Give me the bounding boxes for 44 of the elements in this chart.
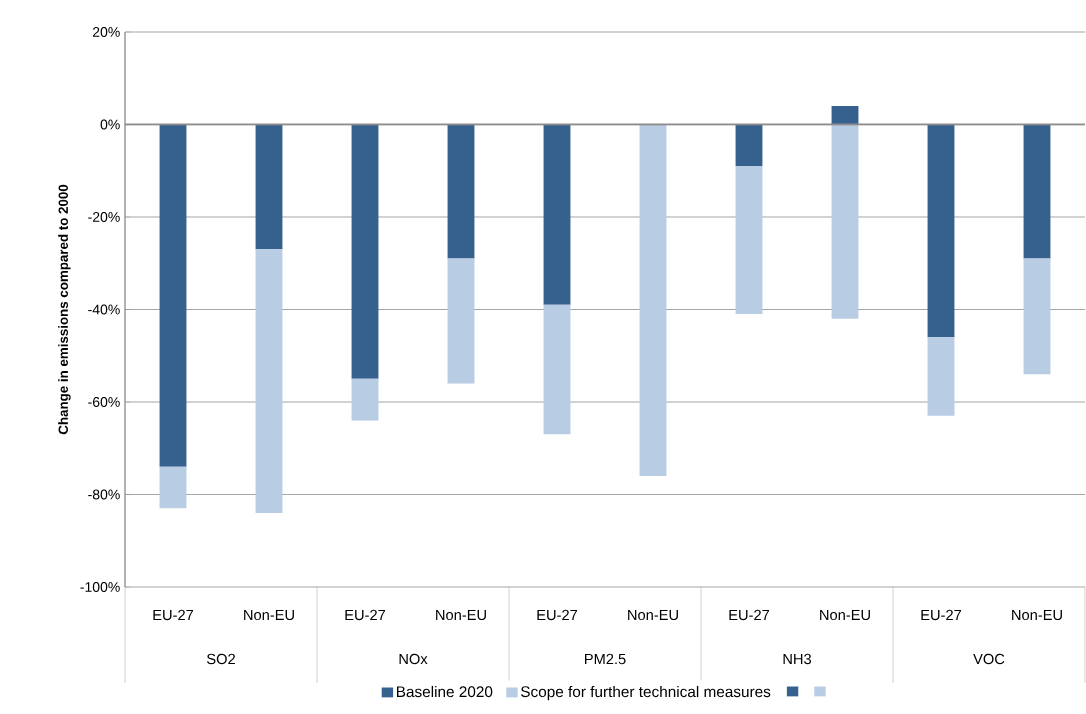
bar xyxy=(543,304,571,435)
bar xyxy=(255,124,283,250)
bar xyxy=(927,124,955,338)
bar xyxy=(351,378,379,421)
y-tick-label: 0% xyxy=(100,119,120,130)
x-tick-label: Non-EU xyxy=(244,609,294,621)
bar xyxy=(927,337,955,416)
x-tick-label: EU-27 xyxy=(729,609,770,621)
text: PM2.5 xyxy=(585,653,626,665)
x-tick-label: Non-EU xyxy=(820,609,870,621)
x-tick-label: EU-27 xyxy=(537,609,578,621)
x-tick-label: EU-27 xyxy=(153,609,194,621)
y-tick-label: 20% xyxy=(92,27,120,37)
bar xyxy=(1023,258,1051,375)
x-tick-label: Non-EU xyxy=(628,609,678,621)
bar xyxy=(159,124,187,467)
bar xyxy=(831,105,859,125)
bar xyxy=(447,124,475,259)
y-tick-label: -80% xyxy=(88,489,120,500)
y-tick-label: -20% xyxy=(88,212,120,222)
legend-label: Scope for further technical measures xyxy=(521,685,771,701)
text: NOx xyxy=(399,653,428,665)
y-tick-label: -60% xyxy=(88,397,120,407)
x-tick-label: Non-EU xyxy=(436,609,486,621)
y-tick-label: -40% xyxy=(88,304,120,315)
bar xyxy=(159,466,187,509)
bar xyxy=(255,249,283,513)
x-tick-label: EU-27 xyxy=(921,609,962,621)
y-axis-title: Change in emissions compared to 2000 xyxy=(58,184,71,435)
x-tick-label: EU-27 xyxy=(345,609,386,621)
text: SO2 xyxy=(207,653,235,665)
bar xyxy=(351,124,379,379)
x-tick-label: Non-EU xyxy=(1012,609,1062,621)
bar xyxy=(1023,124,1051,259)
bar xyxy=(735,166,763,315)
y-tick-label: -100% xyxy=(80,582,120,592)
bar xyxy=(447,258,475,384)
text: VOC xyxy=(973,653,1005,665)
text: NH3 xyxy=(783,653,812,665)
bar xyxy=(639,124,667,476)
bar xyxy=(543,124,571,305)
legend-label: Baseline 2020 xyxy=(397,685,493,698)
bar xyxy=(831,124,859,319)
bar xyxy=(735,124,763,167)
